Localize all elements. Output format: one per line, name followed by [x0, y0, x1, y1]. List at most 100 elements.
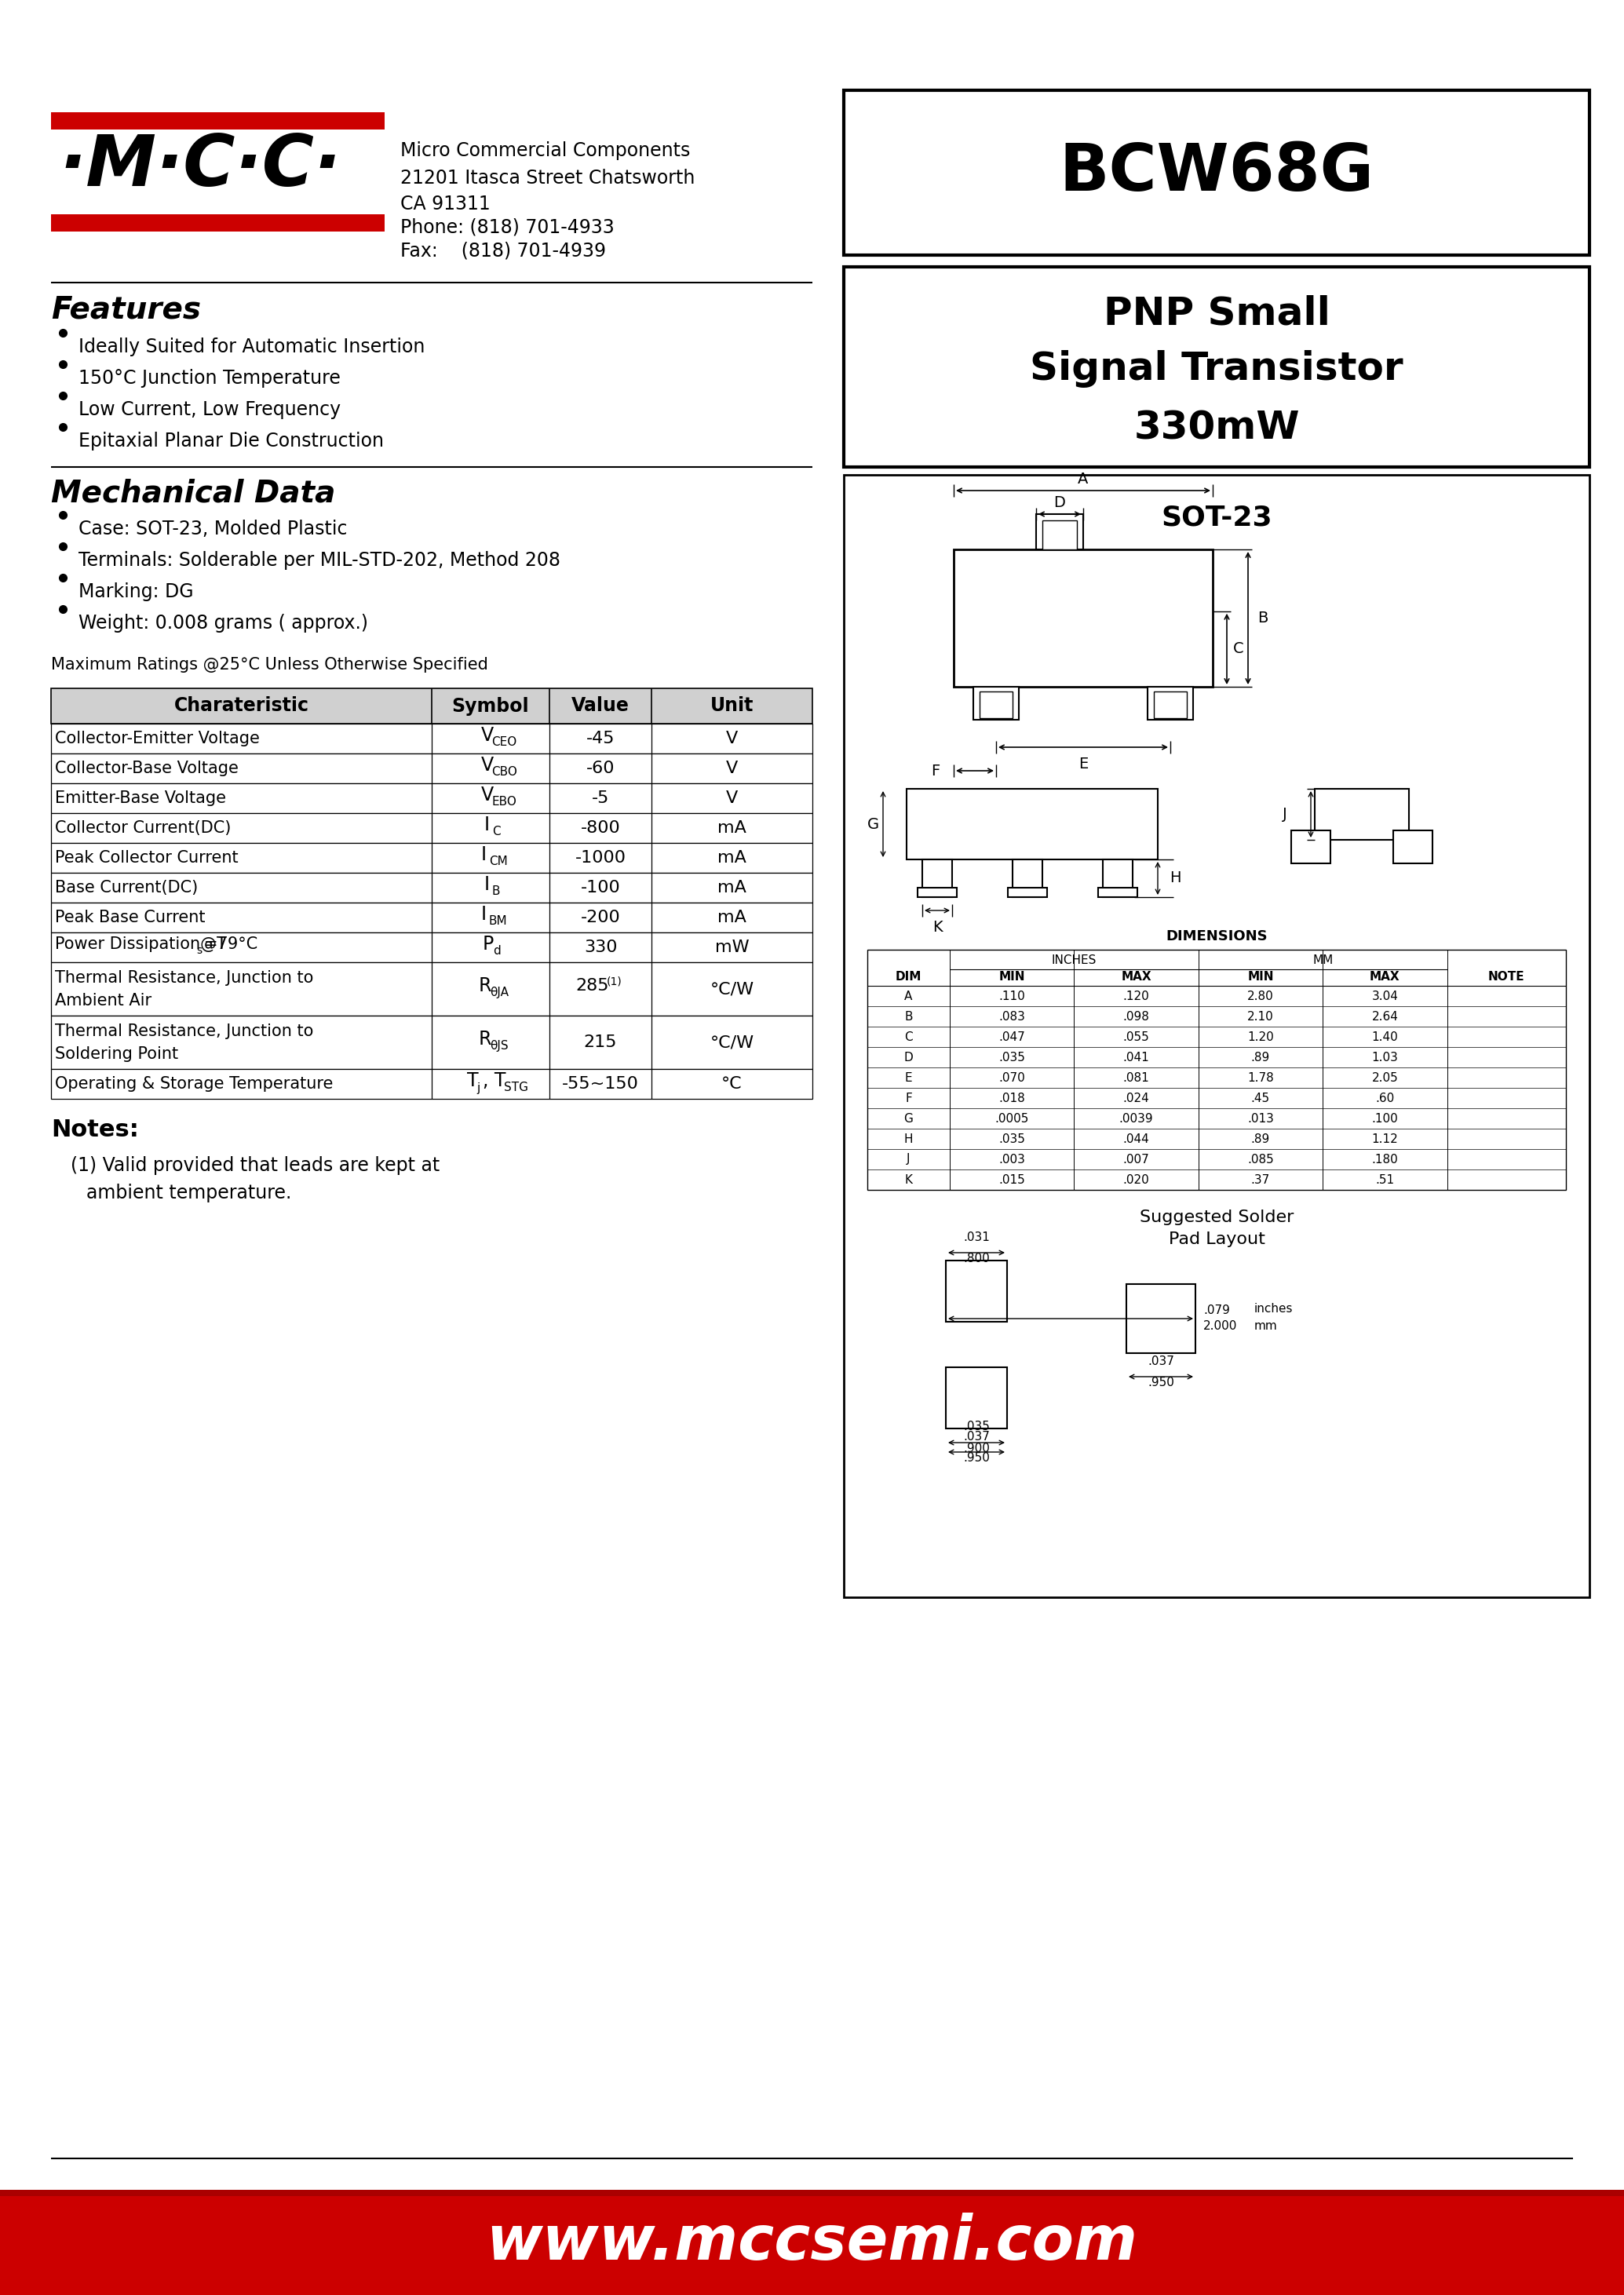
Text: .003: .003 [999, 1154, 1025, 1166]
Text: Phone: (818) 701-4933: Phone: (818) 701-4933 [400, 218, 614, 236]
Text: .015: .015 [999, 1173, 1025, 1187]
Text: .800: .800 [963, 1253, 989, 1265]
Bar [50, 872, 812, 902]
Text: D: D [1054, 496, 1065, 509]
Text: Signal Transistor: Signal Transistor [1030, 351, 1403, 388]
Bar [50, 962, 812, 1017]
Text: 285: 285 [577, 978, 609, 994]
Bar [50, 112, 385, 129]
Text: F: F [931, 764, 940, 778]
Text: B: B [1257, 610, 1268, 627]
Text: BM: BM [489, 916, 508, 927]
Text: I: I [481, 845, 487, 865]
Bar [918, 888, 957, 897]
Text: Epitaxial Planar Die Construction: Epitaxial Planar Die Construction [78, 431, 383, 450]
Text: 21201 Itasca Street Chatsworth: 21201 Itasca Street Chatsworth [400, 170, 695, 188]
Text: ·M·C·C·: ·M·C·C· [58, 131, 341, 202]
Bar [979, 691, 1012, 718]
Text: A: A [905, 989, 913, 1003]
Text: .037: .037 [1148, 1356, 1174, 1368]
Text: Charateristic: Charateristic [174, 698, 309, 716]
Text: B: B [905, 1010, 913, 1021]
Text: .60: .60 [1376, 1092, 1395, 1104]
Text: .035: .035 [963, 1421, 989, 1432]
Text: Suggested Solder: Suggested Solder [1140, 1209, 1294, 1226]
Text: Fax:    (818) 701-4939: Fax: (818) 701-4939 [400, 241, 606, 262]
Bar [50, 688, 812, 723]
Bar [1315, 789, 1410, 840]
Text: MAX: MAX [1121, 971, 1151, 982]
Text: mA: mA [718, 849, 747, 865]
Text: CEO: CEO [492, 737, 516, 748]
Text: Mechanical Data: Mechanical Data [50, 480, 336, 509]
Text: .085: .085 [1247, 1154, 1273, 1166]
Text: , T: , T [482, 1072, 507, 1090]
Text: STG: STG [503, 1081, 528, 1095]
Text: D: D [905, 1051, 913, 1063]
Text: 150°C Junction Temperature: 150°C Junction Temperature [78, 369, 341, 388]
Text: j: j [476, 1081, 479, 1095]
Text: Peak Collector Current: Peak Collector Current [55, 849, 239, 865]
Text: -1000: -1000 [575, 849, 625, 865]
Text: 1.03: 1.03 [1372, 1051, 1398, 1063]
Text: G: G [867, 817, 879, 831]
Text: .041: .041 [1122, 1051, 1150, 1063]
Text: Case: SOT-23, Molded Plastic: Case: SOT-23, Molded Plastic [78, 519, 348, 539]
Bar [844, 475, 1590, 1597]
Bar [50, 842, 812, 872]
Bar [922, 858, 952, 897]
Text: Symbol: Symbol [451, 698, 529, 716]
Text: 2.64: 2.64 [1372, 1010, 1398, 1021]
Text: .007: .007 [1122, 1154, 1150, 1166]
Text: °C/W: °C/W [710, 980, 754, 996]
Bar [945, 1368, 1007, 1427]
Text: MIN: MIN [1247, 971, 1273, 982]
Text: °C/W: °C/W [710, 1035, 754, 1051]
Text: .079: .079 [1203, 1306, 1229, 1317]
Text: 2.05: 2.05 [1372, 1072, 1398, 1083]
Text: 1.20: 1.20 [1247, 1030, 1273, 1042]
Bar [50, 1069, 812, 1099]
Text: mA: mA [718, 879, 747, 895]
Text: .0005: .0005 [996, 1113, 1030, 1125]
Bar [1043, 521, 1077, 549]
Text: .024: .024 [1122, 1092, 1150, 1104]
Text: BCW68G: BCW68G [1059, 140, 1374, 204]
Text: I: I [484, 874, 490, 895]
Text: R: R [479, 975, 492, 996]
Text: 1.78: 1.78 [1247, 1072, 1273, 1083]
Text: -800: -800 [580, 819, 620, 835]
Text: Micro Commercial Components: Micro Commercial Components [400, 142, 690, 161]
Text: Collector-Emitter Voltage: Collector-Emitter Voltage [55, 730, 260, 746]
Text: EBO: EBO [492, 796, 516, 808]
Text: C: C [1233, 643, 1244, 656]
Bar [1103, 858, 1132, 897]
Text: mA: mA [718, 909, 747, 925]
Bar [50, 932, 812, 962]
Bar [1009, 888, 1047, 897]
Text: Ideally Suited for Automatic Insertion: Ideally Suited for Automatic Insertion [78, 337, 425, 356]
Text: MM: MM [1312, 955, 1333, 966]
Text: θJS: θJS [490, 1040, 508, 1051]
Bar [1098, 888, 1137, 897]
Text: MIN: MIN [999, 971, 1025, 982]
Text: 215: 215 [583, 1035, 617, 1051]
Text: PNP Small: PNP Small [1103, 296, 1330, 333]
Text: H: H [905, 1134, 913, 1145]
Text: 1.12: 1.12 [1372, 1134, 1398, 1145]
Bar [1153, 691, 1187, 718]
Text: H: H [1169, 870, 1181, 886]
Text: mm: mm [1254, 1320, 1278, 1333]
Text: -60: -60 [586, 760, 615, 776]
Text: mW: mW [715, 939, 749, 955]
Bar [1291, 831, 1330, 863]
Text: .044: .044 [1122, 1134, 1150, 1145]
Text: CBO: CBO [492, 767, 516, 778]
Bar [50, 1017, 812, 1069]
Text: .018: .018 [999, 1092, 1025, 1104]
Text: 1.40: 1.40 [1372, 1030, 1398, 1042]
Text: I: I [484, 815, 490, 835]
Bar [0, 2189, 1624, 2295]
Text: .110: .110 [999, 989, 1025, 1003]
Text: .035: .035 [999, 1051, 1025, 1063]
